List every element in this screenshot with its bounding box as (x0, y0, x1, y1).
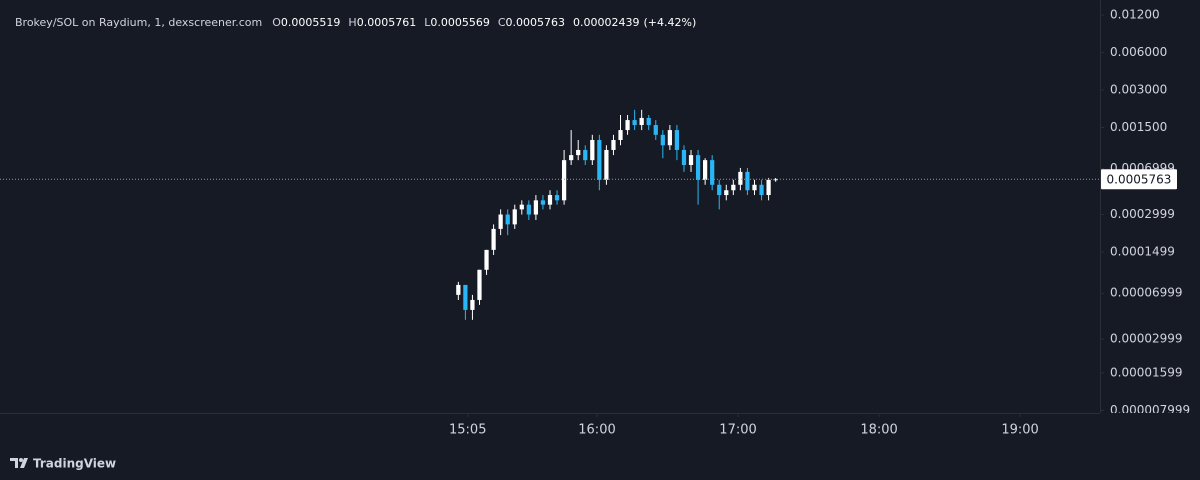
candle-body (710, 160, 715, 185)
candle-body (456, 284, 461, 295)
candle-body (695, 155, 701, 180)
candle-body (540, 200, 546, 205)
candle-body (512, 209, 517, 225)
candle-body (484, 249, 489, 270)
candle-body (724, 190, 729, 196)
candle-body (561, 160, 567, 201)
x-tick-label: 17:00 (719, 423, 756, 438)
candle-body (611, 140, 616, 150)
candle-body (660, 134, 665, 146)
candle-body (526, 204, 531, 215)
candle-body (597, 140, 602, 180)
candle-body (576, 149, 581, 156)
logo-shape (10, 458, 18, 468)
candle-body (632, 120, 637, 126)
y-tick-label: 0.00001599 (1110, 366, 1183, 380)
candle-body (604, 149, 609, 180)
footer-brand: TradingView (33, 457, 116, 471)
header: Brokey/SOL on Raydium, 1, dexscreener.co… (15, 16, 696, 29)
y-tick-label: 0.006000 (1110, 45, 1167, 59)
ohlc-letter: C (498, 16, 506, 29)
change-value: 0.00002439 (573, 16, 639, 29)
candle-body (703, 160, 708, 180)
candle-body (773, 179, 778, 181)
candle-body (625, 120, 630, 131)
chart-title: Brokey/SOL on Raydium, 1, dexscreener.co… (15, 16, 262, 29)
candle-body (547, 195, 553, 205)
plot-area (0, 109, 1100, 320)
candle-body (491, 228, 496, 250)
candle-body (590, 140, 595, 161)
y-tick-label: 0.001500 (1110, 120, 1167, 134)
candle-body (674, 130, 680, 150)
change-percent: (+4.42%) (644, 16, 697, 29)
candle-body (519, 204, 524, 210)
x-tick-label: 16:00 (578, 423, 615, 438)
candle-body (646, 117, 651, 126)
candle-body (752, 184, 757, 191)
ohlc-letter: H (348, 16, 356, 29)
last-price-box (1101, 169, 1177, 190)
ohlc-letter: O (272, 16, 281, 29)
x-tick-label: 15:05 (449, 423, 486, 438)
candle-body (667, 130, 672, 146)
candle-body (569, 155, 574, 161)
tradingview-logo: TradingView (10, 457, 116, 471)
logo-shape (20, 458, 28, 468)
candle-body (470, 299, 475, 310)
y-tick-label: 0.003000 (1110, 83, 1167, 97)
candle-body (759, 184, 764, 196)
candle-body (618, 130, 623, 141)
candle-body (738, 171, 743, 185)
x-tick-label: 18:00 (860, 423, 897, 438)
candle-body (477, 269, 482, 300)
y-tick-label: 0.000007999 (1110, 403, 1190, 417)
candle-body (639, 117, 644, 126)
candle-body (463, 284, 468, 310)
candle-body (583, 149, 588, 161)
candle-body (681, 149, 687, 165)
y-tick-label: 0.01200 (1110, 8, 1160, 22)
candle-body (554, 195, 560, 201)
candle-body (505, 214, 510, 225)
candle-body (766, 179, 771, 196)
ohlc-value: 0.0005519 (281, 16, 341, 29)
y-tick-label: 0.0001499 (1110, 245, 1175, 259)
x-tick-label: 19:00 (1001, 423, 1038, 438)
price-tag: 0.0005763 (1101, 169, 1177, 190)
time-axis: 15:05 16:00 17:00 18:00 19:00 (449, 413, 1039, 438)
candle-body (498, 214, 503, 229)
y-tick-label: 0.00006999 (1110, 286, 1183, 300)
ohlc-value: 0.0005569 (430, 16, 490, 29)
candle-body (731, 184, 736, 191)
last-price-label: 0.0005763 (1107, 173, 1172, 187)
ohlc-value: 0.0005763 (506, 16, 566, 29)
candle-body (717, 184, 722, 196)
y-tick-label: 0.00002999 (1110, 332, 1183, 346)
ohlc-value: 0.0005761 (357, 16, 417, 29)
candle-body (533, 200, 539, 215)
ohlc-letter: L (424, 16, 431, 29)
candle-body (745, 171, 750, 191)
logo-dot (19, 458, 23, 462)
candle-body (688, 155, 694, 165)
candle-body (653, 125, 658, 135)
y-tick-label: 0.0002999 (1110, 207, 1175, 221)
